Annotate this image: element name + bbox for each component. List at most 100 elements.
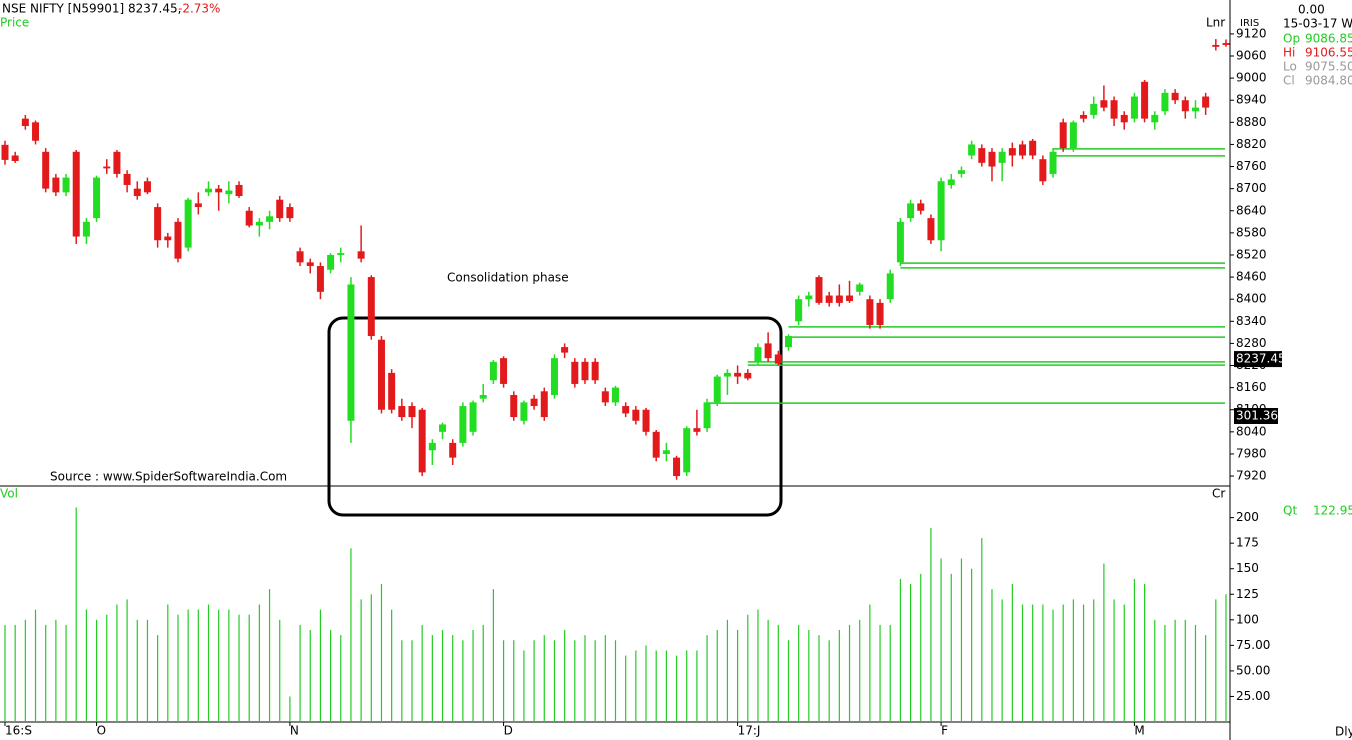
candle-body [744,372,752,379]
candle-body [1029,140,1037,156]
candle-body [1171,92,1179,101]
vol-tick-label: 100 [1236,612,1259,626]
candle-body [835,295,843,303]
candle-body [764,343,772,359]
x-tick-label: D [504,724,513,738]
candle-body [815,277,823,303]
candle-body [1202,96,1210,108]
consolidation-box [327,316,783,517]
indicator-value: 301.36 [1236,409,1278,423]
candle-body [133,188,141,197]
y-tick-label: 8040 [1236,424,1267,438]
candle-body [1069,122,1077,149]
x-tick-label: 16:S [5,724,32,738]
vol-label: Vol [0,487,18,501]
candle-body [235,184,243,197]
candle-body [947,179,955,185]
candle-body [52,177,60,193]
hi-value: 9106.55 [1305,46,1352,60]
candle-body [1222,43,1230,45]
candle-body [245,210,253,226]
candle-body [1049,151,1057,174]
candle-body [357,251,365,259]
y-tick-label: 7980 [1236,446,1267,460]
candle-body [276,199,284,219]
candle-body [103,166,111,169]
qt-label: Qt [1283,504,1297,518]
y-tick-label: 9000 [1236,71,1267,85]
candle-body [561,347,569,353]
lo-value: 9075.50 [1305,60,1352,74]
candle-body [500,358,508,384]
candle-body [143,181,151,193]
candle-body [642,409,650,432]
source: Source : www.SpiderSoftwareIndia.Com [50,470,287,484]
candle-body [510,394,518,418]
candle-body [846,295,854,302]
candle-body [612,387,619,403]
candle-body [21,118,29,127]
candle-body [1191,107,1199,112]
top-value: 0.00 [1298,3,1325,17]
change: -2.73% [178,2,220,16]
candle-body [713,376,721,403]
candle-body [215,188,223,193]
candle-body [72,151,80,237]
candle-body [184,199,192,248]
candle-body [42,151,50,189]
study-label: Lnr [1206,16,1225,30]
candle-body [662,450,670,454]
candle-body [489,361,497,381]
annotation: Consolidation phase [447,271,569,285]
candle-body [550,358,558,395]
indicator-box [1234,408,1278,424]
candle-body [154,207,162,241]
candle-body [113,151,121,174]
date: 15-03-17 We [1283,17,1352,31]
candle-body [1100,100,1108,108]
y-tick-label: 8880 [1236,115,1267,129]
vol-tick-label: 75.00 [1236,638,1270,652]
candle-body [428,442,436,451]
candle-body [723,372,731,377]
candle-body [540,391,548,418]
x-tick-label: O [97,724,106,738]
lo-label: Lo [1283,60,1297,74]
candle-body [937,181,945,241]
tool-label: IRIS [1240,18,1259,29]
vol-tick-label: 200 [1236,510,1259,524]
cl-value: 9084.80 [1305,74,1352,88]
candle-body [1080,114,1088,119]
symbol: NSE NIFTY [N59901] 8237.45, [2,2,181,16]
candle-body [1059,122,1067,149]
candle-body [683,428,691,473]
candle-body [601,391,609,403]
candle-body [866,299,874,325]
candle-body [693,428,701,432]
vol-tick-label: 25.00 [1236,689,1270,703]
candle-body [856,284,864,292]
candle-body [784,336,792,348]
candle-body [123,173,131,185]
candle-body [1090,103,1098,115]
candle-body [32,122,40,141]
vol-tick-label: 175 [1236,536,1259,550]
candle-body [1212,44,1220,47]
candle-body [296,251,304,263]
candle-body [347,284,355,421]
candle-body [1130,96,1138,119]
candle-body [632,409,640,421]
candle-body [469,402,477,432]
candle-body [591,361,599,381]
candle-body [876,302,884,325]
y-tick-label: 8460 [1236,270,1267,284]
y-tick-label: 7920 [1236,469,1267,483]
candle-body [1039,159,1047,182]
candle-body [306,262,314,267]
cl-label: Cl [1283,74,1295,88]
candle-body [11,155,19,162]
x-tick-label: 17:J [738,724,761,738]
vol-tick-label: 50.00 [1236,663,1270,677]
candle-body [896,221,904,263]
candle-body [1120,114,1128,123]
